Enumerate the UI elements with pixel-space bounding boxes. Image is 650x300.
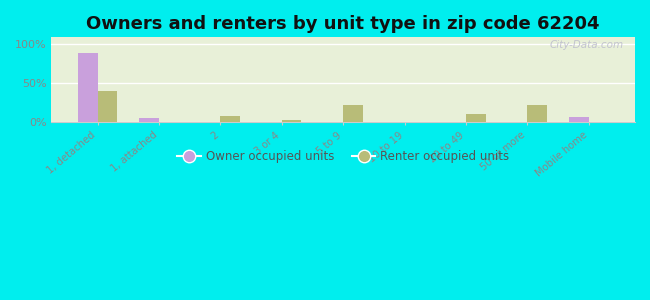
Bar [78, 53, 98, 122]
Text: City-Data.com: City-Data.com [549, 40, 623, 50]
Bar [343, 105, 363, 122]
Bar [466, 114, 486, 122]
Bar [220, 116, 240, 122]
Bar [98, 91, 117, 122]
Bar [139, 118, 159, 122]
Bar [527, 105, 547, 122]
Title: Owners and renters by unit type in zip code 62204: Owners and renters by unit type in zip c… [86, 15, 600, 33]
Legend: Owner occupied units, Renter occupied units: Owner occupied units, Renter occupied un… [173, 145, 514, 167]
Bar [282, 120, 302, 122]
Bar [569, 117, 589, 122]
